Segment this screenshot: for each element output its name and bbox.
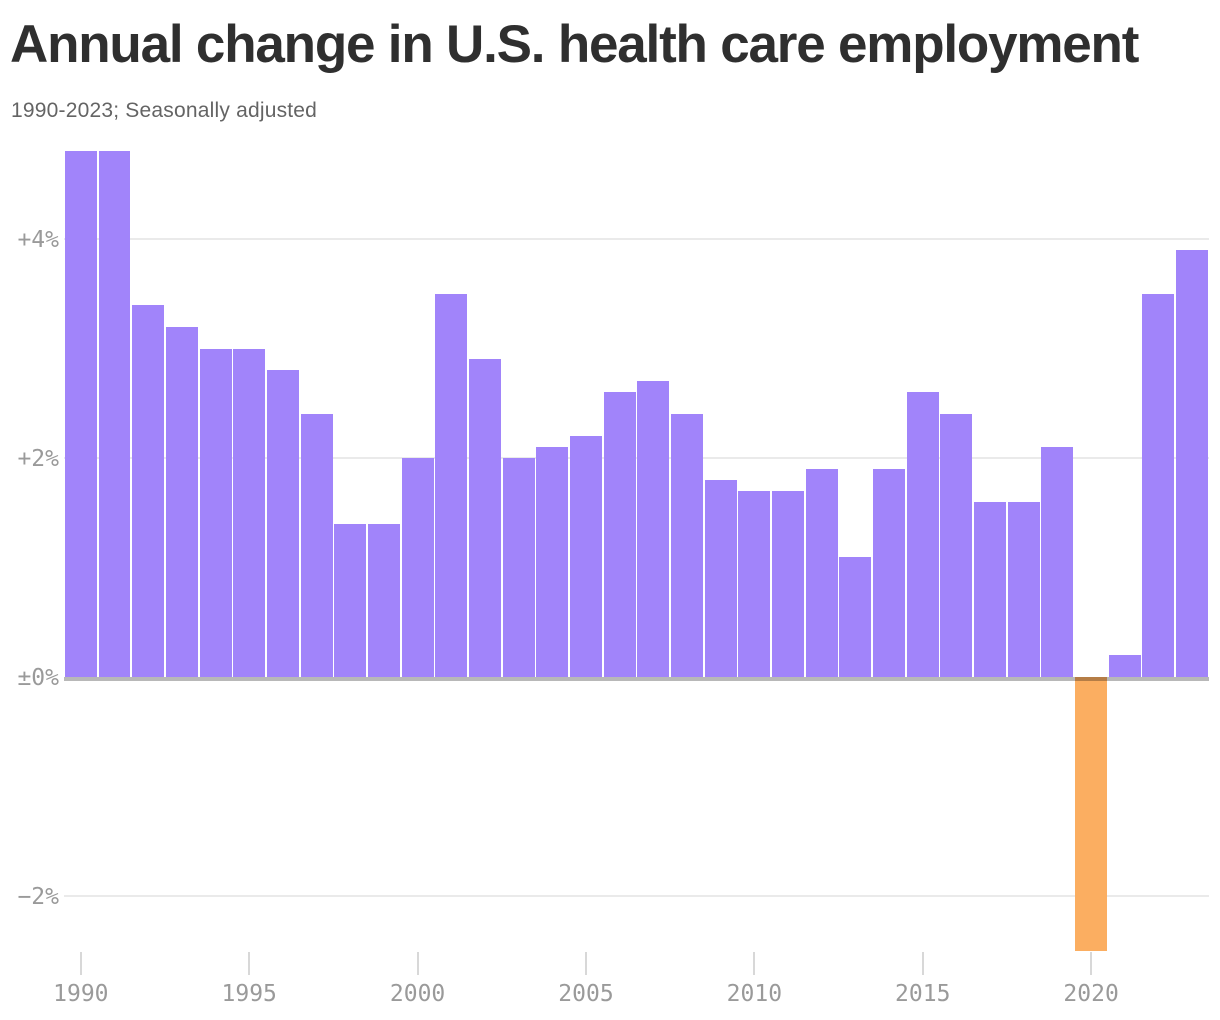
bar-2009 [704,479,737,677]
zero-baseline [64,677,1209,681]
x-axis-tick-2000 [416,952,419,975]
bar-2004 [536,447,569,677]
bar-1995 [233,348,266,677]
x-axis-label-1990: 1990 [53,981,109,1007]
bar-2014 [873,468,906,677]
bar-2015 [906,392,939,677]
x-axis-label-2015: 2015 [895,981,951,1007]
gridline-+2% [64,457,1209,459]
bar-1992 [132,304,165,677]
bar-2012 [805,468,838,677]
x-axis-tick-2005 [584,952,587,975]
chart-subtitle: 1990-2023; Seasonally adjusted [11,99,318,122]
bar-2018 [1007,501,1040,677]
bar-2023 [1176,249,1209,677]
x-axis-tick-2010 [753,952,756,975]
bar-2001 [435,293,468,677]
x-axis-label-2000: 2000 [389,981,446,1007]
y-axis-label-−2%: −2% [17,884,59,910]
x-axis-tick-2015 [921,952,924,975]
bar-2021 [1108,655,1141,677]
bar-2017 [974,501,1007,677]
bar-1990 [64,151,97,677]
y-axis-label-+4%: +4% [17,227,59,253]
bar-2006 [603,392,636,677]
bar-1996 [266,370,299,677]
x-axis-label-2005: 2005 [558,981,614,1007]
x-axis-tick-1990 [79,952,82,975]
bar-2002 [468,359,501,677]
bar-2005 [569,436,602,677]
bar-1993 [165,326,198,677]
chart-title: Annual change in U.S. health care employ… [10,15,1139,74]
x-axis-tick-2020 [1090,952,1093,975]
gridline-+4% [64,238,1209,240]
bar-2019 [1041,447,1074,677]
bar-2008 [671,414,703,677]
bar-2022 [1142,293,1175,677]
bar-1994 [199,348,232,677]
x-axis-tick-1995 [248,952,251,975]
y-axis-label-+2%: +2% [17,446,59,472]
x-axis-label-1995: 1995 [221,981,277,1007]
bar-2020 [1075,677,1108,951]
bar-1998 [334,523,367,677]
bar-2010 [738,490,771,677]
bar-2011 [772,490,805,677]
bar-2016 [940,414,973,677]
bar-1991 [98,151,131,677]
bar-2003 [502,458,535,677]
gridline-−2% [64,895,1209,897]
bar-2000 [401,458,434,677]
y-axis-label-±0%: ±0% [17,665,59,691]
bar-2013 [839,556,872,677]
x-axis-label-2020: 2020 [1063,981,1119,1007]
x-axis-label-2010: 2010 [726,981,783,1007]
bar-2007 [637,381,670,677]
bar-1999 [367,523,400,677]
bar-1997 [300,414,333,677]
